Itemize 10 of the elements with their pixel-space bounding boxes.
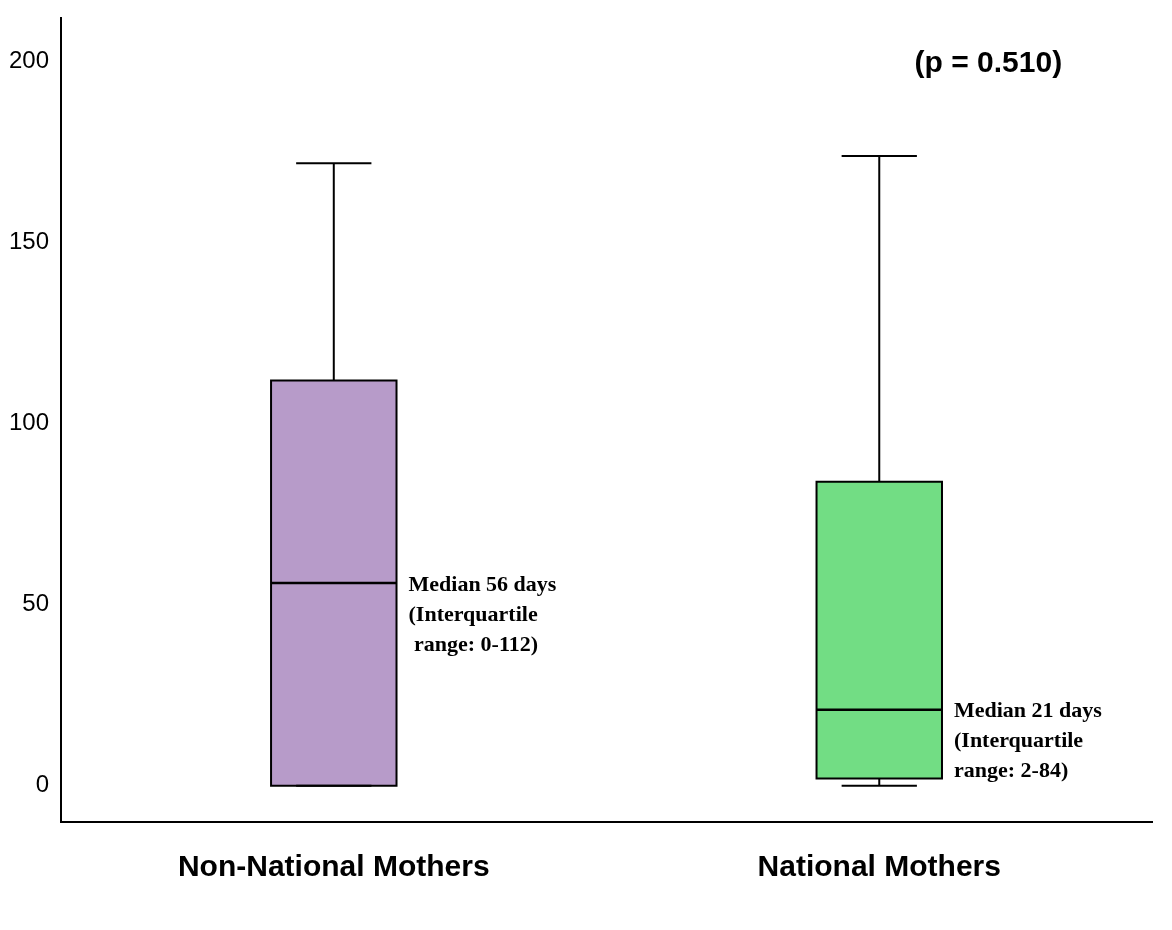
y-tick-label: 0 [35,770,50,798]
y-tick-label: 200 [9,46,50,74]
x-tick-label: Non-National Mothers [177,849,490,883]
y-tick-label: 50 [22,589,50,617]
y-tick-label: 100 [9,408,50,436]
x-tick-label: National Mothers [757,849,1001,883]
annotation: Median 21 days (Interquartile range: 2-84) [953,697,1103,783]
y-tick-label: 150 [9,227,50,255]
annotation: (p = 0.510) [914,44,1063,78]
annotation: Median 56 days (Interquartile range: 0-112) [408,570,557,656]
